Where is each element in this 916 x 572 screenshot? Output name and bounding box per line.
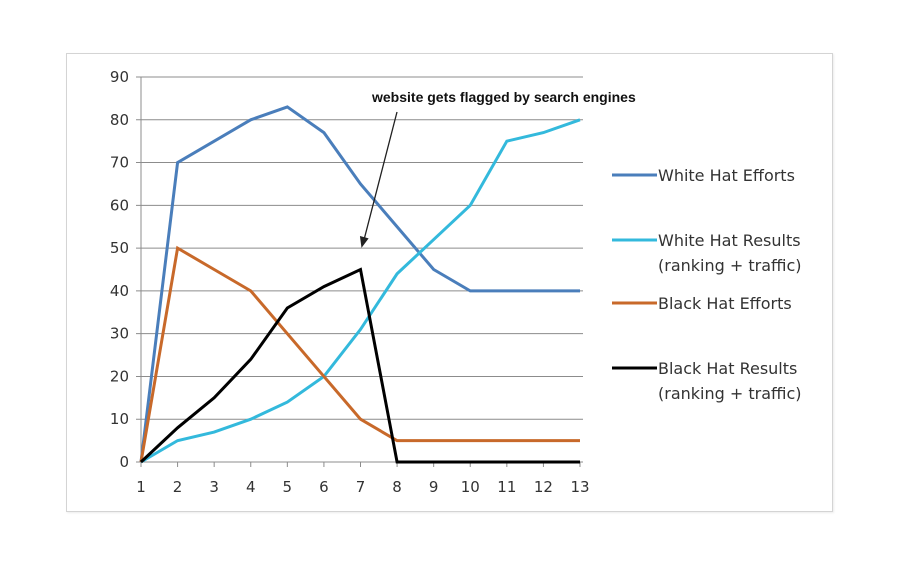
legend-label-2-line-1: White Hat Results <box>658 231 801 250</box>
y-tick-label-20: 20 <box>110 367 129 385</box>
x-tick-label-5: 5 <box>283 478 293 496</box>
x-tick-label-10: 10 <box>461 478 480 496</box>
x-tick-label-11: 11 <box>497 478 516 496</box>
series-line-3 <box>139 245 580 463</box>
legend: White Hat Efforts White Hat Results (ranki… <box>612 166 802 403</box>
x-tick-label-12: 12 <box>534 478 553 496</box>
annotation-arrow-line <box>362 111 398 242</box>
x-tick-label-3: 3 <box>209 478 219 496</box>
y-tick-label-60: 60 <box>110 196 129 214</box>
legend-label-3-line-1: Black Hat Efforts <box>658 294 792 313</box>
y-tick-label-0: 0 <box>119 453 129 471</box>
y-tick-label-30: 30 <box>110 325 129 343</box>
x-tick-label-6: 6 <box>319 478 329 496</box>
legend-label-4-line-2: (ranking + traffic) <box>658 384 802 403</box>
series-line-4 <box>139 267 580 464</box>
x-tick-label-2: 2 <box>173 478 183 496</box>
series-lines <box>139 105 581 464</box>
annotation: website gets flagged by search engines <box>359 89 636 248</box>
y-tick-label-40: 40 <box>110 282 129 300</box>
y-tick-label-90: 90 <box>110 68 129 86</box>
y-tick-label-50: 50 <box>110 239 129 257</box>
legend-label-1-line-1: White Hat Efforts <box>658 166 795 185</box>
gridlines <box>136 76 583 463</box>
x-tick-label-8: 8 <box>392 478 402 496</box>
y-tick-label-80: 80 <box>110 111 129 129</box>
x-tick-label-1: 1 <box>136 478 146 496</box>
y-tick-label-10: 10 <box>110 410 129 428</box>
legend-label-4-line-1: Black Hat Results <box>658 359 797 378</box>
annotation-text: website gets flagged by search engines <box>371 89 636 105</box>
x-tick-label-13: 13 <box>570 478 589 496</box>
chart-frame: 0 10 20 30 40 50 60 70 80 90 1 2 3 4 5 6 7 8 9 10 11 12 13 Whi… <box>66 53 833 512</box>
x-tick-label-9: 9 <box>429 478 439 496</box>
legend-label-2-line-2: (ranking + traffic) <box>658 256 802 275</box>
y-tick-label-70: 70 <box>110 154 129 172</box>
series-line-2 <box>140 118 581 464</box>
x-tick-label-4: 4 <box>246 478 256 496</box>
x-tick-label-7: 7 <box>356 478 366 496</box>
series-line-1 <box>139 105 580 463</box>
annotation-arrow-head <box>359 236 369 248</box>
